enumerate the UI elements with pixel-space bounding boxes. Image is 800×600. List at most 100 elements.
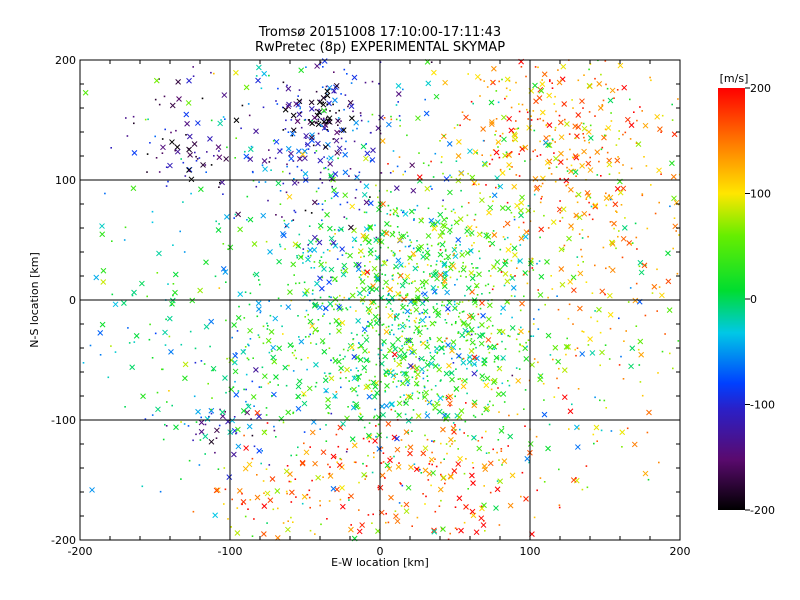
data-point-dot bbox=[269, 156, 271, 159]
data-point-dot bbox=[461, 358, 464, 360]
data-point-x bbox=[441, 223, 448, 230]
data-point-x bbox=[524, 455, 531, 462]
data-point-dot bbox=[532, 269, 535, 271]
data-point-x bbox=[473, 529, 480, 536]
data-point-x bbox=[330, 453, 337, 460]
data-point-dot bbox=[246, 219, 248, 221]
data-point-x bbox=[272, 315, 279, 322]
data-point-dot bbox=[559, 220, 561, 222]
data-point-x bbox=[366, 393, 373, 400]
grid-lines bbox=[79, 59, 681, 541]
data-point-x bbox=[424, 412, 431, 419]
data-point-x bbox=[387, 457, 393, 464]
data-point-dot bbox=[410, 255, 412, 258]
data-point-dot bbox=[658, 461, 660, 464]
data-point-x bbox=[651, 283, 658, 290]
data-point-dot bbox=[204, 164, 207, 166]
data-point-x bbox=[253, 271, 260, 278]
data-point-dot bbox=[591, 218, 594, 221]
data-point-x bbox=[669, 160, 675, 167]
data-point-dot bbox=[536, 155, 539, 157]
data-point-dot bbox=[427, 164, 430, 167]
data-point-x bbox=[581, 148, 587, 155]
data-point-dot bbox=[392, 170, 394, 173]
data-point-dot bbox=[325, 390, 327, 393]
data-point-dot bbox=[253, 518, 255, 520]
data-point-dot bbox=[330, 296, 332, 299]
data-point-x bbox=[285, 145, 292, 152]
chart-title: Tromsø 20151008 17:10:00-17:11:43 bbox=[258, 25, 501, 40]
data-point-dot bbox=[432, 228, 434, 231]
data-point-dot bbox=[587, 344, 590, 346]
data-point-x bbox=[424, 254, 430, 261]
data-point-dot bbox=[600, 148, 603, 151]
data-point-dot bbox=[290, 501, 293, 503]
data-point-dot bbox=[470, 330, 473, 333]
data-point-x bbox=[418, 217, 425, 224]
data-point-dot bbox=[164, 128, 166, 131]
data-point-x bbox=[620, 185, 627, 192]
data-point-x bbox=[363, 155, 369, 162]
data-point-x bbox=[410, 187, 417, 194]
data-point-x bbox=[533, 98, 539, 105]
data-point-dot bbox=[374, 375, 376, 378]
data-point-dot bbox=[490, 379, 493, 381]
data-point-dot bbox=[340, 93, 342, 95]
data-point-x bbox=[354, 174, 360, 181]
data-point-dot bbox=[596, 174, 599, 176]
data-point-dot bbox=[378, 333, 380, 336]
data-point-dot bbox=[622, 164, 624, 166]
data-point-x bbox=[445, 306, 451, 312]
data-point-dot bbox=[638, 364, 641, 366]
data-point-x bbox=[240, 408, 247, 414]
data-point-dot bbox=[477, 326, 480, 329]
data-point-dot bbox=[293, 209, 296, 212]
data-point-x bbox=[564, 121, 570, 127]
data-point-x bbox=[437, 251, 444, 258]
data-point-x bbox=[247, 146, 254, 153]
data-point-dot bbox=[593, 442, 595, 445]
data-point-dot bbox=[292, 411, 295, 414]
data-point-dot bbox=[236, 507, 239, 509]
data-point-dot bbox=[305, 137, 307, 139]
data-point-x bbox=[421, 394, 428, 400]
data-point-x bbox=[586, 82, 593, 89]
data-point-dot bbox=[528, 270, 531, 273]
data-point-x bbox=[360, 143, 367, 150]
data-point-x bbox=[186, 133, 193, 140]
data-point-dot bbox=[456, 302, 458, 305]
data-point-dot bbox=[280, 148, 283, 151]
data-point-x bbox=[100, 267, 107, 274]
data-point-x bbox=[537, 376, 543, 383]
data-point-x bbox=[401, 296, 407, 303]
data-point-dot bbox=[387, 521, 390, 524]
data-point-dot bbox=[624, 131, 627, 134]
data-point-dot bbox=[645, 165, 648, 167]
data-point-dot bbox=[315, 150, 318, 152]
data-point-x bbox=[240, 348, 247, 355]
data-point-dot bbox=[598, 160, 600, 163]
data-point-dot bbox=[339, 371, 342, 374]
data-point-dot bbox=[491, 158, 494, 161]
data-point-x bbox=[581, 210, 588, 217]
data-point-dot bbox=[610, 120, 613, 122]
data-point-dot bbox=[411, 392, 414, 395]
data-point-dot bbox=[131, 294, 134, 297]
data-point-dot bbox=[510, 295, 513, 297]
data-point-dot bbox=[604, 293, 606, 296]
data-point-x bbox=[404, 337, 410, 344]
data-point-dot bbox=[603, 134, 606, 137]
data-point-dot bbox=[541, 182, 544, 185]
data-point-dot bbox=[439, 140, 441, 142]
data-point-dot bbox=[389, 209, 392, 212]
data-point-dot bbox=[398, 323, 400, 326]
data-point-dot bbox=[378, 318, 380, 321]
data-point-x bbox=[305, 256, 311, 263]
data-point-x bbox=[99, 321, 106, 328]
data-point-dot bbox=[342, 267, 345, 270]
data-point-x bbox=[523, 229, 530, 235]
data-point-x bbox=[361, 191, 368, 198]
data-point-dot bbox=[269, 381, 271, 383]
data-point-x bbox=[340, 271, 347, 278]
data-point-x bbox=[441, 260, 448, 267]
